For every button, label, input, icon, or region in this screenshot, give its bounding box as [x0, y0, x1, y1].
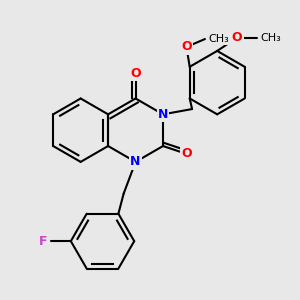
Text: O: O — [182, 148, 192, 160]
Text: CH₃: CH₃ — [208, 34, 229, 44]
Text: O: O — [232, 31, 242, 44]
Text: CH₃: CH₃ — [260, 33, 281, 43]
Text: N: N — [158, 108, 168, 121]
Text: O: O — [181, 40, 192, 53]
Text: O: O — [130, 67, 141, 80]
Text: N: N — [130, 155, 141, 168]
Text: F: F — [39, 235, 48, 248]
